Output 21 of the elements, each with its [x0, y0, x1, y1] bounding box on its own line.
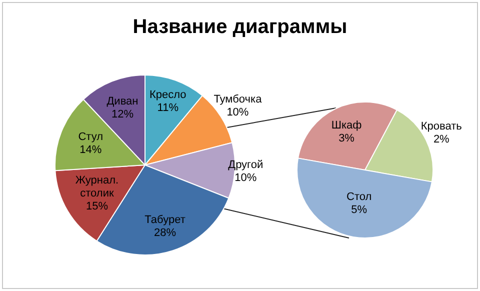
slice-label: Стул	[78, 130, 104, 143]
chart-title: Название диаграммы	[132, 16, 348, 39]
slice-label: Другой	[228, 158, 264, 171]
slice-label: Тумбочка	[214, 94, 263, 106]
slice-label: Кровать	[420, 120, 462, 132]
slice-label: Журнал. столик	[75, 174, 119, 200]
data-label: 2%	[433, 133, 450, 146]
slice-label: Диван	[106, 96, 138, 108]
data-label: 28%	[154, 227, 176, 240]
data-label: 11%	[157, 102, 179, 114]
slice-label: Шкаф	[331, 120, 362, 132]
slice-label: Стол	[346, 191, 372, 204]
data-label: 12%	[111, 108, 134, 121]
data-label: 10%	[234, 172, 257, 184]
data-label: 3%	[338, 132, 355, 145]
data-label: 14%	[80, 144, 102, 156]
data-label: 5%	[351, 204, 368, 216]
data-label: 15%	[86, 200, 108, 212]
slice-label: Кресло	[149, 89, 186, 102]
data-label: 10%	[226, 106, 249, 119]
slice-label: Табурет	[144, 214, 186, 226]
